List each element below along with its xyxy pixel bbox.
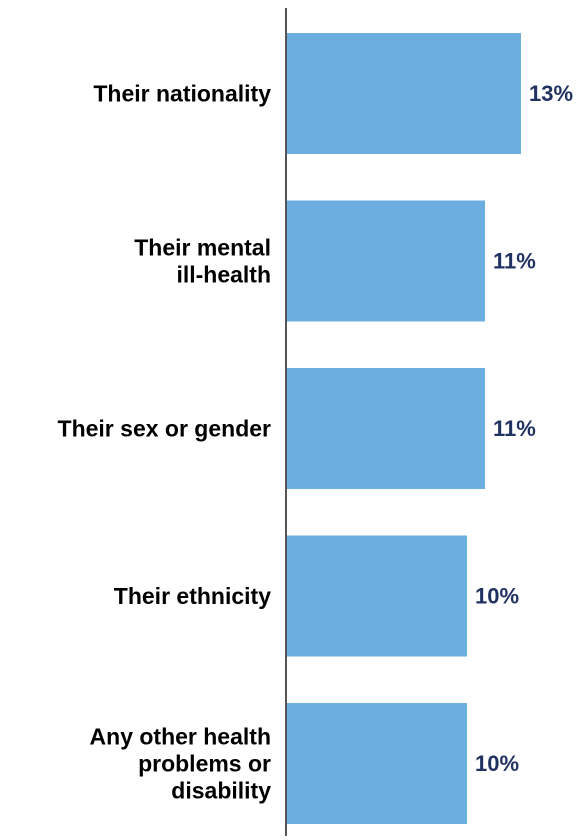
data-label: 13% — [529, 81, 573, 106]
bar — [287, 200, 485, 322]
labels-layer: 13% Their nationality 11% Their mentalill-h… — [58, 81, 574, 804]
category-label-line: disability — [171, 778, 271, 804]
category-label-line: Their sex or gender — [58, 416, 272, 442]
category-label: Their sex or gender — [58, 416, 272, 442]
category-label-line: Their nationality — [93, 81, 271, 107]
data-label: 11% — [493, 416, 536, 441]
category-label-line: problems or — [138, 751, 271, 777]
bar — [287, 33, 521, 154]
bar — [287, 703, 467, 824]
data-label: 10% — [475, 751, 519, 776]
bars-layer — [287, 33, 521, 824]
category-label: Their ethnicity — [114, 583, 271, 609]
category-label-line: ill-health — [176, 262, 271, 288]
data-label: 10% — [475, 584, 519, 609]
bar — [287, 535, 467, 657]
category-label-line: Their ethnicity — [114, 583, 271, 609]
category-label-line: Any other health — [90, 724, 271, 750]
bar — [287, 368, 485, 489]
data-label: 11% — [493, 249, 536, 274]
category-label: Their nationality — [93, 81, 271, 107]
category-label-line: Their mental — [134, 235, 271, 261]
